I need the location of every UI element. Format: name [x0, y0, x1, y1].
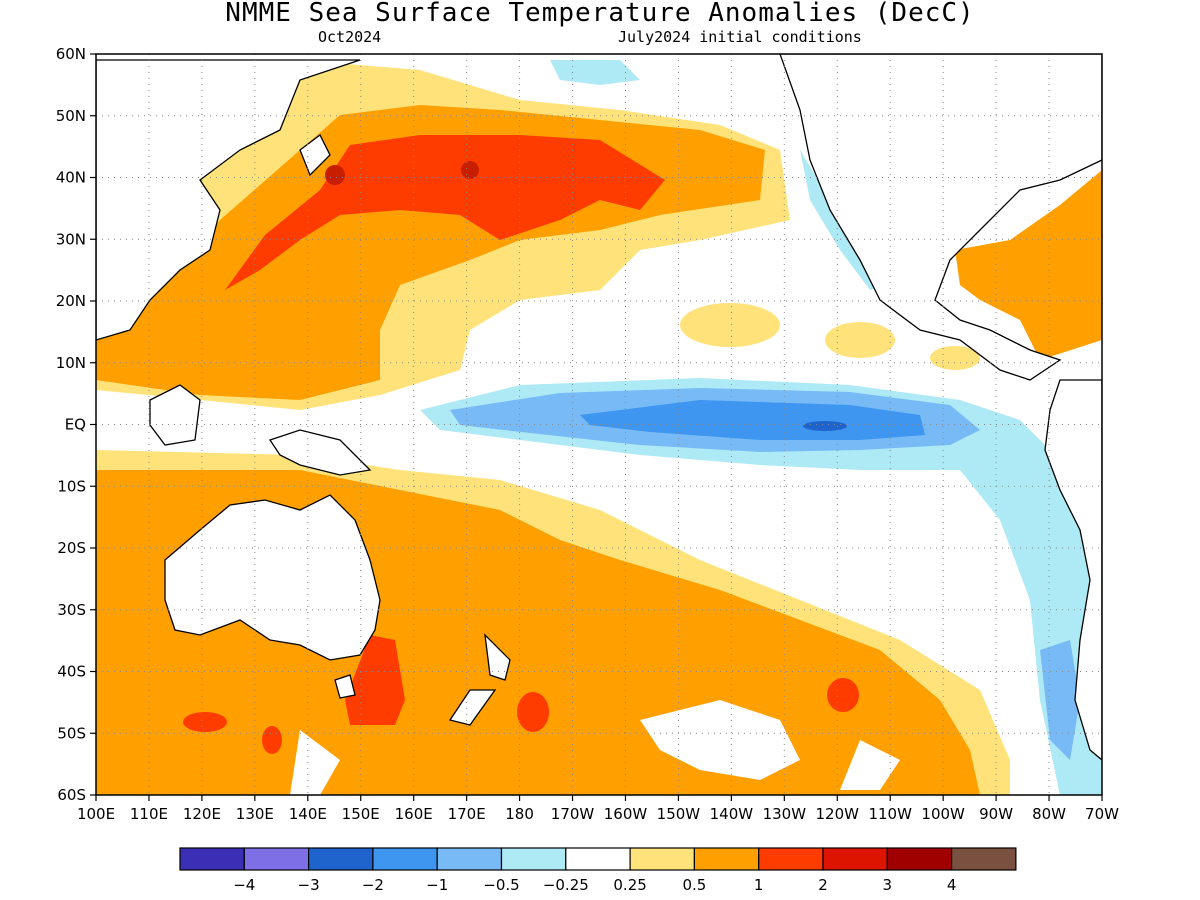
latitude-axis: 60N 50N 40N 30N 20N 10N EQ 10S 20S 30S 40S 50S 60S: [56, 45, 96, 804]
lat-tick-label: 20N: [56, 292, 86, 310]
colorbar-label: −3: [298, 876, 320, 894]
lon-tick-label: 160E: [395, 805, 433, 823]
lon-tick-label: 160W: [604, 805, 648, 823]
lon-tick-label: 90W: [979, 805, 1013, 823]
caribbean-warm: [955, 170, 1102, 360]
lat-tick-label: 30S: [57, 601, 86, 619]
colorbar-swatch: [822, 847, 888, 871]
colorbar-label: −0.5: [483, 876, 519, 894]
lon-tick-label: 110W: [868, 805, 912, 823]
colorbar-label: 4: [947, 876, 957, 894]
colorbar-label: 0.5: [682, 876, 706, 894]
initial-conditions: July2024 initial conditions: [618, 28, 862, 46]
lon-tick-label: 110E: [130, 805, 168, 823]
colorbar-swatch: [950, 847, 1017, 871]
lat-tick-label: EQ: [65, 416, 86, 434]
lon-tick-label: 130W: [763, 805, 807, 823]
lon-tick-label: 150E: [342, 805, 380, 823]
lon-tick-label: 170W: [551, 805, 595, 823]
colorbar-label: 3: [883, 876, 893, 894]
colorbar-swatch: [179, 847, 245, 871]
colorbar-swatch: [436, 847, 503, 871]
lon-tick-label: 170E: [448, 805, 486, 823]
lon-tick-label: 140E: [289, 805, 327, 823]
lon-tick-label: 120E: [183, 805, 221, 823]
forecast-month: Oct2024: [318, 28, 382, 46]
colorbar-label: −4: [233, 876, 255, 894]
colorbar-swatch: [886, 847, 953, 871]
colorbar-swatch: [693, 847, 760, 871]
colorbar-swatch: [308, 847, 374, 871]
colorbar-swatch: [758, 847, 824, 871]
coastlines: [96, 54, 1102, 761]
colorbar-label: −2: [362, 876, 384, 894]
lat-tick-label: 50S: [57, 724, 86, 742]
colorbar-swatch: [565, 847, 631, 871]
lon-tick-label: 180: [505, 805, 534, 823]
lat-tick-label: 40N: [56, 169, 86, 187]
colorbar-swatch: [629, 847, 695, 871]
lon-tick-label: 100W: [921, 805, 965, 823]
colorbar-label: 0.25: [613, 876, 646, 894]
lat-tick-label: 10N: [56, 354, 86, 372]
lat-tick-label: 30N: [56, 230, 86, 248]
lon-tick-label: 70W: [1085, 805, 1119, 823]
colorbar-label: −0.25: [543, 876, 589, 894]
lat-tick-label: 60N: [56, 45, 86, 63]
colorbar-label: 1: [754, 876, 764, 894]
tasman-red: [345, 635, 405, 725]
lon-tick-label: 130E: [236, 805, 274, 823]
lat-tick-label: 40S: [57, 663, 86, 681]
lat-tick-label: 10S: [57, 477, 86, 495]
australia-landmass: [164, 494, 381, 661]
colorbar-swatch: [500, 847, 567, 871]
ne-pacific-blob: [680, 303, 780, 347]
lon-tick-label: 150W: [657, 805, 701, 823]
lon-tick-label: 140W: [710, 805, 754, 823]
colorbar-swatch: [372, 847, 438, 871]
lon-tick-label: 120W: [816, 805, 860, 823]
colorbar: [179, 847, 1017, 871]
cold-tongue-blue: [580, 400, 925, 440]
map-title: NMME Sea Surface Temperature Anomalies (…: [225, 0, 975, 28]
anomaly-field: [96, 54, 1102, 795]
colorbar-swatch: [243, 847, 310, 871]
colorbar-labels: −4 −3 −2 −1 −0.5 −0.25 0.25 0.5 1 2 3 4: [233, 876, 956, 894]
longitude-axis: 100E 110E 120E 130E 140E 150E 160E 170E 180 170W 1…: [77, 795, 1119, 823]
lon-tick-label: 80W: [1032, 805, 1066, 823]
lat-tick-label: 50N: [56, 107, 86, 125]
colorbar-label: −1: [426, 876, 448, 894]
lon-tick-label: 100E: [77, 805, 115, 823]
colorbar-label: 2: [818, 876, 828, 894]
lat-tick-label: 20S: [57, 539, 86, 557]
cold-tongue-core: [803, 421, 847, 431]
lat-tick-label: 60S: [57, 786, 86, 804]
